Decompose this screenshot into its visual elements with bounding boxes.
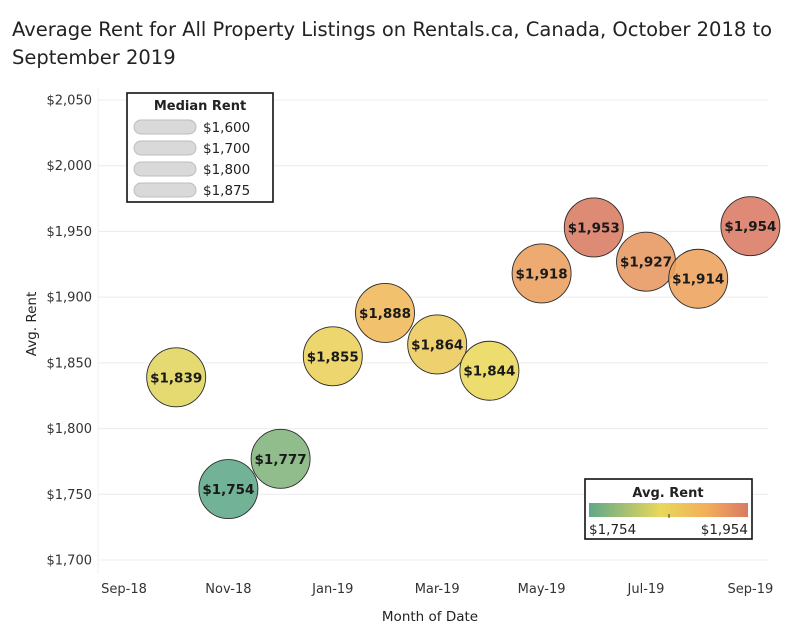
y-tick-label: $1,950 bbox=[47, 225, 93, 240]
bubble-label: $1,855 bbox=[307, 349, 359, 365]
x-axis: Sep-18 Nov-18 Jan-19 Mar-19 May-19 Jul-19 Sep-… bbox=[101, 582, 773, 597]
color-legend-gradient bbox=[589, 503, 748, 517]
x-tick-label: Jan-19 bbox=[311, 582, 353, 597]
size-legend-title: Median Rent bbox=[154, 99, 246, 114]
size-legend-swatch bbox=[133, 161, 197, 177]
data-bubble bbox=[668, 248, 729, 309]
y-tick-label: $1,900 bbox=[47, 291, 93, 306]
size-legend-swatch bbox=[133, 182, 197, 198]
bubble-label: $1,888 bbox=[359, 306, 411, 322]
data-bubble bbox=[146, 347, 207, 408]
y-tick-label: $2,000 bbox=[47, 159, 93, 174]
size-legend: Median Rent $1,600 $1,700 $1,800 $1,875 bbox=[126, 92, 274, 203]
color-legend-title: Avg. Rent bbox=[632, 486, 703, 501]
data-bubble bbox=[563, 197, 624, 258]
size-legend-label: $1,700 bbox=[203, 141, 250, 157]
y-axis-title: Avg. Rent bbox=[24, 292, 40, 357]
x-tick-label: Mar-19 bbox=[415, 582, 460, 597]
bubble-label: $1,953 bbox=[568, 220, 620, 236]
x-tick-label: Sep-18 bbox=[101, 582, 147, 597]
bubble-label: $1,839 bbox=[150, 370, 202, 386]
chart-title: Average Rent for All Property Listings o… bbox=[12, 18, 773, 69]
data-bubble bbox=[355, 282, 415, 343]
size-legend-swatch bbox=[133, 119, 197, 135]
x-tick-label: Sep-19 bbox=[728, 582, 774, 597]
x-axis-title: Month of Date bbox=[382, 609, 478, 625]
color-legend: Avg. Rent $1,754 $1,954 bbox=[584, 478, 753, 540]
size-legend-swatch bbox=[133, 140, 197, 156]
data-bubble bbox=[459, 340, 520, 401]
bubble-label: $1,914 bbox=[672, 272, 724, 288]
bubble-label: $1,864 bbox=[411, 337, 463, 353]
size-legend-label: $1,600 bbox=[203, 120, 250, 136]
data-bubble bbox=[250, 428, 311, 489]
bubble-label: $1,754 bbox=[202, 482, 254, 498]
bubble-label: $1,954 bbox=[724, 219, 776, 235]
bubble-label: $1,927 bbox=[620, 255, 672, 271]
data-bubble bbox=[198, 459, 259, 519]
data-bubble bbox=[511, 243, 572, 304]
y-tick-label: $1,700 bbox=[47, 554, 93, 569]
y-tick-label: $2,050 bbox=[47, 93, 93, 108]
data-bubble bbox=[407, 314, 468, 375]
x-tick-label: Nov-18 bbox=[205, 582, 251, 597]
bubble-label: $1,844 bbox=[463, 364, 515, 380]
data-bubble bbox=[302, 326, 363, 387]
data-bubble bbox=[720, 196, 781, 257]
color-legend-max-label: $1,954 bbox=[701, 522, 748, 538]
color-legend-min-label: $1,754 bbox=[589, 522, 636, 538]
bubbles: $1,839 $1,754$1,777 $1,855 $1,888$1,864$1,8… bbox=[146, 196, 781, 519]
size-legend-label: $1,875 bbox=[203, 183, 250, 199]
size-legend-label: $1,800 bbox=[203, 162, 250, 178]
y-axis: $1,700 $1,750 $1,800 $1,850 $1,900 $1,950 $2,0… bbox=[47, 93, 93, 568]
x-tick-label: May-19 bbox=[518, 582, 566, 597]
bubble-label: $1,918 bbox=[516, 266, 568, 282]
y-tick-label: $1,800 bbox=[47, 422, 93, 437]
x-tick-label: Jul-19 bbox=[627, 582, 665, 597]
y-tick-label: $1,750 bbox=[47, 488, 93, 503]
bubble-label: $1,777 bbox=[255, 452, 307, 468]
y-tick-label: $1,850 bbox=[47, 356, 93, 371]
